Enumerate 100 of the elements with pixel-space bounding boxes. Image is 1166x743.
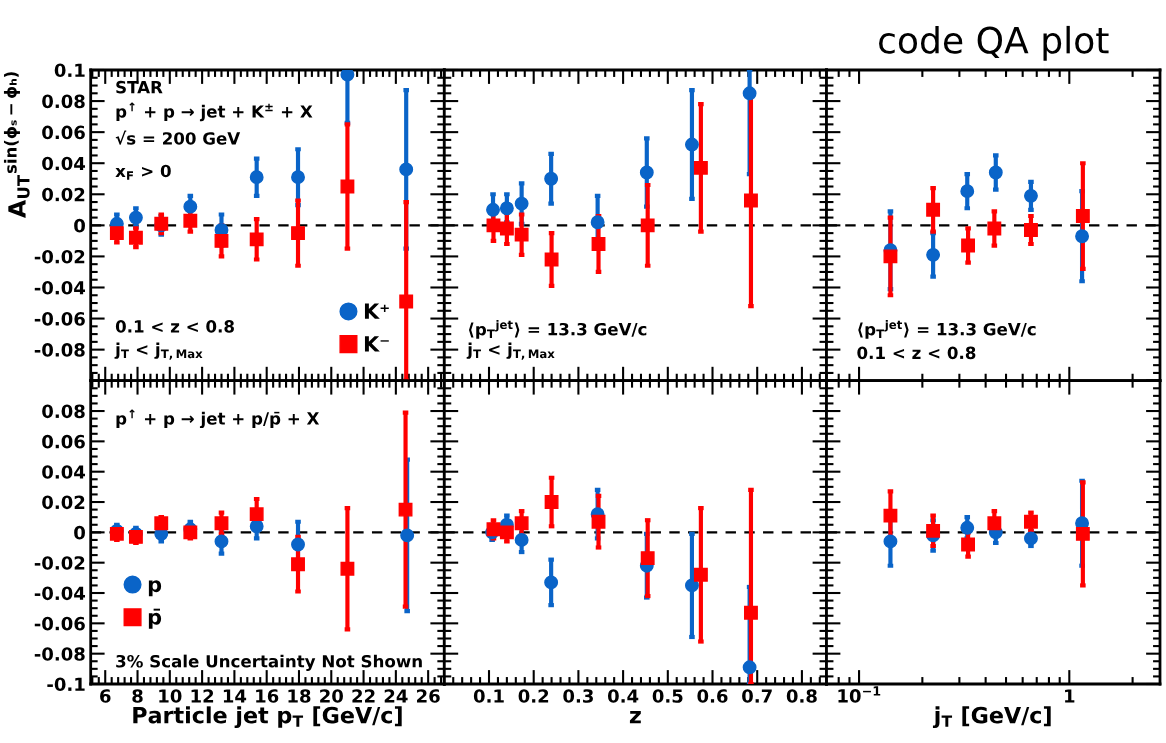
x-tick-label: 0.4 xyxy=(607,689,639,703)
x-tick-label: 14 xyxy=(223,689,247,703)
annotation: STAR xyxy=(116,80,163,94)
x-tick-label: 0.5 xyxy=(652,689,683,703)
x-tick-label: 10$^{−1}$ xyxy=(838,686,881,703)
legend-label: p xyxy=(148,580,162,597)
point xyxy=(340,70,355,82)
x-tick-label: 0.1 xyxy=(473,689,504,703)
point xyxy=(249,170,264,185)
point xyxy=(109,226,124,241)
point xyxy=(486,202,500,217)
point xyxy=(291,226,305,241)
x-tick-label: 24 xyxy=(384,689,408,703)
y-tick-label: 0.02 xyxy=(42,187,85,202)
point xyxy=(340,179,355,194)
point xyxy=(399,162,414,177)
x-tick-label: 20 xyxy=(320,689,343,703)
annotation: √s = 200 GeV xyxy=(115,130,241,145)
annotation: 0.1 < z < 0.8 xyxy=(857,346,976,360)
point xyxy=(486,218,501,233)
point xyxy=(685,578,699,593)
chart-title: code QA plot xyxy=(879,25,1109,61)
point xyxy=(183,213,198,228)
annotation: 3% Scale Uncertainty Not Shown xyxy=(116,654,422,671)
point xyxy=(639,165,654,180)
point xyxy=(499,221,514,236)
point xyxy=(291,170,305,185)
point xyxy=(340,561,355,576)
annotation: 0.1 < z < 0.8 xyxy=(115,320,234,333)
y-tick-label: 0.08 xyxy=(42,94,85,109)
point xyxy=(214,534,229,549)
point xyxy=(514,196,529,211)
point xyxy=(399,294,414,309)
x-tick-label: 0.7 xyxy=(742,689,772,703)
y-tick-label: -0.04 xyxy=(34,280,86,295)
y-tick-label: -0.06 xyxy=(34,616,85,631)
point xyxy=(544,252,559,267)
annotation: p$^{↑}$ + p → jet + p/p̄ + X xyxy=(116,409,320,429)
x-tick-label: 22 xyxy=(352,689,375,703)
point xyxy=(514,516,529,531)
y-tick-label: -0.06 xyxy=(34,312,85,326)
annotation: ⟨p$_{T}$$^{jet}$⟩ = 13.3 GeV/c xyxy=(468,320,647,339)
y-tick-label: 0.02 xyxy=(42,495,85,510)
x-tick-label: 0.3 xyxy=(563,689,593,703)
point xyxy=(693,160,708,175)
annotation: p$^{↑}$ + p → jet + K$^{±}$ + X xyxy=(116,102,313,122)
x-tick-label: 6 xyxy=(100,689,111,703)
y-tick-label: 0 xyxy=(74,218,85,233)
point xyxy=(640,551,655,566)
y-tick-label: 0.04 xyxy=(42,465,86,479)
point xyxy=(544,171,559,186)
point xyxy=(514,532,529,547)
y-tick-label: 0.04 xyxy=(42,156,86,171)
y-tick-label: 0.08 xyxy=(42,404,85,419)
x-tick-label: 1 xyxy=(1065,689,1075,703)
x-tick-label: 0.8 xyxy=(786,689,817,703)
point xyxy=(249,232,264,247)
point xyxy=(214,516,229,531)
point xyxy=(544,495,559,509)
y-tick-label: -0.08 xyxy=(34,343,85,357)
legend-label: p̄ xyxy=(148,608,162,629)
x-tick-label: 12 xyxy=(191,689,214,703)
y-tick-label: 0.06 xyxy=(42,125,85,140)
point xyxy=(249,507,264,522)
y-tick-label: 0.1 xyxy=(54,63,85,78)
y-tick-label: 0 xyxy=(74,525,85,540)
x-tick-label: 26 xyxy=(417,689,440,703)
point xyxy=(398,502,413,517)
x-tick-label: 16 xyxy=(256,689,279,703)
legend-label: K⁻ xyxy=(364,336,389,352)
point xyxy=(742,660,757,675)
x-tick-label: 0.6 xyxy=(697,689,728,703)
point xyxy=(591,514,606,529)
point xyxy=(183,199,198,214)
point xyxy=(214,233,229,248)
point xyxy=(291,557,305,572)
point xyxy=(154,516,169,531)
x-axis-title: Particle jet p$_{T}$ [GeV/c] xyxy=(133,706,402,729)
point xyxy=(544,575,559,590)
point xyxy=(744,605,758,620)
point xyxy=(742,86,757,101)
point xyxy=(514,227,529,242)
point xyxy=(693,567,708,582)
point xyxy=(640,218,655,233)
point xyxy=(400,528,415,543)
point xyxy=(499,201,514,216)
point xyxy=(591,237,606,251)
x-tick-label: 0.2 xyxy=(518,689,549,703)
point xyxy=(744,193,758,208)
x-tick-label: 8 xyxy=(132,689,143,703)
point xyxy=(249,519,264,534)
legend-label: K⁺ xyxy=(364,303,389,319)
point xyxy=(499,525,514,540)
point xyxy=(291,537,305,552)
y-tick-label: -0.1 xyxy=(47,677,85,692)
point xyxy=(685,137,699,152)
y-tick-label: -0.02 xyxy=(34,556,85,570)
annotation: x$_{F}$ > 0 xyxy=(115,164,171,180)
y-tick-label: -0.08 xyxy=(34,647,85,661)
annotation: j$_{T}$ < j$_{T,Max}$ xyxy=(466,342,555,360)
